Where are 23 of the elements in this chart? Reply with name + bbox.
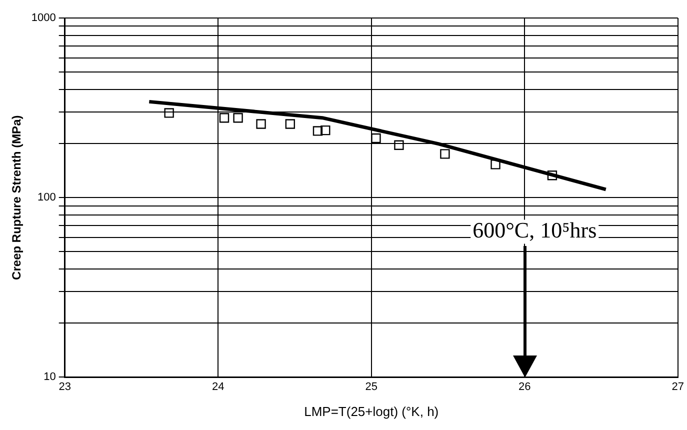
point bbox=[312, 126, 323, 136]
y-tick-label: 1000 bbox=[31, 12, 56, 24]
point bbox=[440, 149, 450, 159]
point bbox=[164, 108, 174, 118]
point bbox=[256, 119, 266, 129]
y-tick-label: 10 bbox=[44, 371, 56, 384]
x-tick-label: 26 bbox=[518, 380, 531, 393]
x-tick-label: 23 bbox=[58, 380, 71, 393]
point bbox=[233, 113, 243, 123]
annotation: 600°C, 10⁵hrs bbox=[472, 218, 597, 243]
y-axis-title: Creep Rupture Strenth (MPa) bbox=[10, 115, 24, 280]
y-tick-label: 100 bbox=[38, 192, 56, 204]
x-tick-label: 27 bbox=[672, 380, 684, 393]
point bbox=[320, 125, 330, 136]
point bbox=[219, 113, 230, 123]
point bbox=[394, 140, 404, 150]
point bbox=[547, 170, 558, 180]
x-axis-title: LMP=T(25+logt) (°K, h) bbox=[304, 404, 439, 419]
point bbox=[371, 133, 381, 144]
point bbox=[285, 119, 295, 129]
x-tick-label: 25 bbox=[365, 380, 378, 393]
point bbox=[490, 160, 500, 170]
x-tick-label: 24 bbox=[212, 380, 224, 393]
